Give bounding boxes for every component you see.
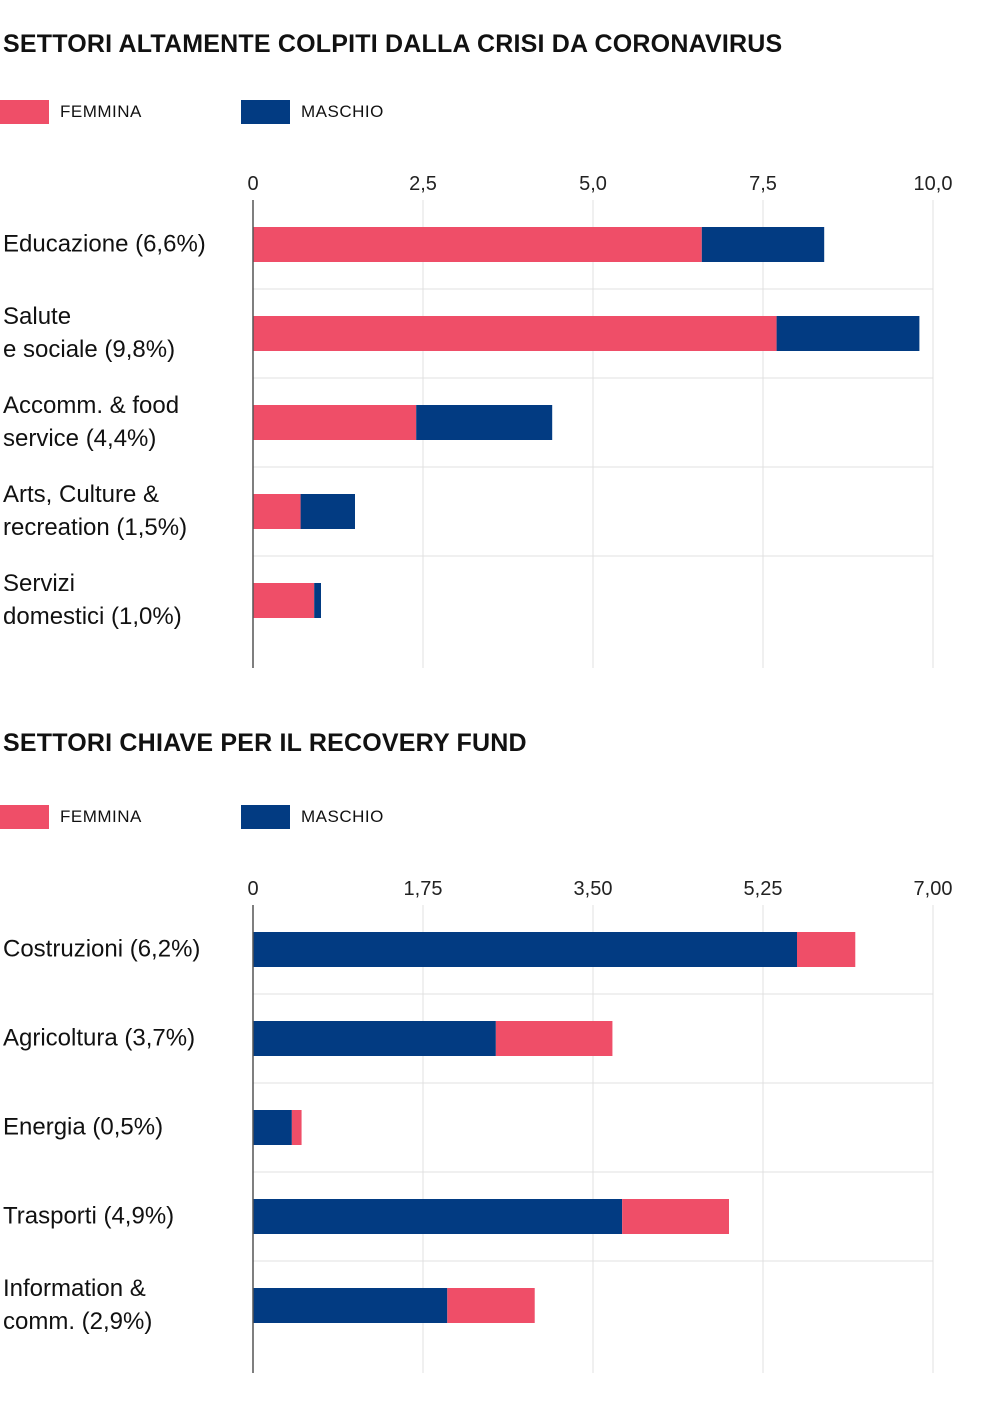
bar-femmina-4 — [622, 1199, 729, 1234]
bar-femmina-1 — [253, 227, 702, 262]
bar-maschio-3 — [253, 1110, 292, 1145]
category-label: Educazione (6,6%) — [3, 231, 206, 258]
legend-femmina-swatch — [0, 100, 49, 124]
category-label: Information & — [3, 1275, 146, 1302]
bar-femmina-2 — [253, 316, 777, 351]
category-label: Accomm. & food — [3, 392, 179, 419]
legend-maschio-label: MASCHIO — [301, 807, 384, 826]
category-label: Costruzioni (6,2%) — [3, 936, 200, 963]
legend-femmina-label: FEMMINA — [60, 102, 142, 121]
bar-maschio-4 — [300, 494, 355, 529]
category-label: Salute — [3, 303, 71, 330]
legend-maschio-swatch — [241, 805, 290, 829]
x-tick-label: 1,75 — [404, 878, 443, 900]
category-label: comm. (2,9%) — [3, 1308, 152, 1335]
chart-2-title: SETTORI CHIAVE PER IL RECOVERY FUND — [3, 729, 527, 757]
category-label: Arts, Culture & — [3, 481, 159, 508]
bar-femmina-4 — [253, 494, 301, 529]
x-tick-label: 10,0 — [914, 173, 953, 195]
legend-maschio-swatch — [241, 100, 290, 124]
legend-femmina-swatch — [0, 805, 49, 829]
x-tick-label: 3,50 — [574, 878, 613, 900]
chart-2-legend: FEMMINA MASCHIO — [0, 805, 600, 829]
x-tick-label: 2,5 — [409, 173, 437, 195]
chart-1-title: SETTORI ALTAMENTE COLPITI DALLA CRISI DA… — [3, 30, 783, 58]
category-label: Energia (0,5%) — [3, 1114, 163, 1141]
legend-maschio-label: MASCHIO — [301, 102, 384, 121]
x-tick-label: 5,0 — [579, 173, 607, 195]
bar-maschio-1 — [701, 227, 825, 262]
category-label: service (4,4%) — [3, 425, 156, 452]
bar-maschio-5 — [253, 1288, 448, 1323]
bar-femmina-3 — [253, 405, 417, 440]
bar-maschio-5 — [314, 583, 321, 618]
category-label: e sociale (9,8%) — [3, 336, 175, 363]
x-tick-label: 0 — [247, 173, 258, 195]
bar-femmina-1 — [797, 932, 856, 967]
legend-femmina-label: FEMMINA — [60, 807, 142, 826]
bar-femmina-3 — [291, 1110, 302, 1145]
bar-maschio-3 — [416, 405, 553, 440]
bar-maschio-1 — [253, 932, 797, 967]
chart-1-plot: 0 2,5 5,0 7,5 10,0 Educazione (6,6%) Salute e s… — [3, 173, 953, 668]
bar-maschio-2 — [776, 316, 920, 351]
category-label: Servizi — [3, 570, 75, 597]
bar-maschio-4 — [253, 1199, 623, 1234]
bar-maschio-2 — [253, 1021, 496, 1056]
bar-femmina-5 — [253, 583, 315, 618]
bar-femmina-5 — [447, 1288, 535, 1323]
x-tick-label: 5,25 — [744, 878, 783, 900]
category-label: recreation (1,5%) — [3, 514, 187, 541]
category-label: domestici (1,0%) — [3, 603, 182, 630]
category-label: Agricoltura (3,7%) — [3, 1025, 195, 1052]
x-tick-label: 0 — [247, 878, 258, 900]
x-tick-label: 7,5 — [749, 173, 777, 195]
category-label: Trasporti (4,9%) — [3, 1203, 174, 1230]
chart-1-legend: FEMMINA MASCHIO — [0, 100, 600, 124]
bar-femmina-2 — [495, 1021, 613, 1056]
x-tick-label: 7,00 — [914, 878, 953, 900]
chart-2-plot: 0 1,75 3,50 5,25 7,00 Costruzioni (6,2%) Agric… — [3, 878, 953, 1373]
